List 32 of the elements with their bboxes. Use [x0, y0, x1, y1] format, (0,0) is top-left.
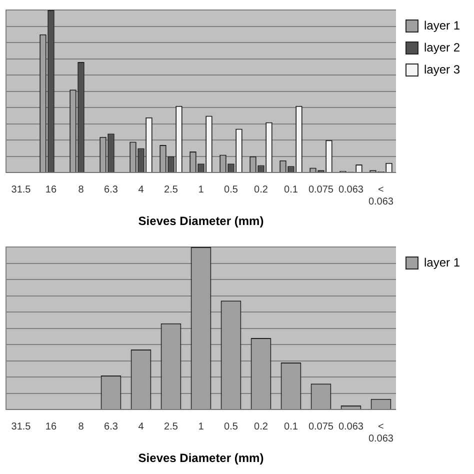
x-tick-label: 8	[78, 421, 84, 432]
x-tick-label: 6.3	[104, 421, 118, 432]
x-tick-label: 0.075	[308, 184, 334, 196]
x-tick-label: 0.2	[254, 184, 268, 196]
x-axis-title: Sieves Diameter (mm)	[138, 451, 264, 466]
x-tick-label: 4	[138, 184, 144, 196]
x-tick-label: 0.5	[224, 184, 238, 196]
x-tick-label: 0.1	[284, 421, 298, 432]
x-tick-label: < 0.063	[368, 421, 394, 444]
x-tick-label: 8	[78, 184, 84, 196]
x-tick-label: 0.063	[338, 184, 364, 196]
x-tick-label: 31.5	[11, 184, 32, 196]
x-tick-label: 2.5	[164, 421, 178, 432]
x-tick-label: 2.5	[164, 184, 178, 196]
x-tick-label: 0.5	[224, 421, 238, 432]
x-tick-label: 16	[45, 184, 57, 196]
x-axis-title: Sieves Diameter (mm)	[138, 214, 264, 228]
x-tick-label: 1	[198, 184, 204, 196]
x-tick-label: 0.075	[308, 421, 334, 432]
legend-label: layer 1	[424, 18, 460, 32]
x-tick-label: 4	[138, 421, 144, 432]
legend-label: layer 2	[424, 40, 460, 54]
x-tick-label: < 0.063	[368, 184, 394, 208]
legend-label: layer 3	[424, 62, 460, 76]
x-tick-label: 16	[45, 421, 57, 432]
x-tick-label: 0.063	[338, 421, 364, 432]
x-tick-label: 31.5	[11, 421, 32, 432]
x-tick-label: 0.2	[254, 421, 268, 432]
x-tick-label: 1	[198, 421, 204, 432]
x-tick-label: 6.3	[104, 184, 118, 196]
legend-label: layer 1	[424, 255, 460, 270]
x-tick-label: 0.1	[284, 184, 298, 196]
